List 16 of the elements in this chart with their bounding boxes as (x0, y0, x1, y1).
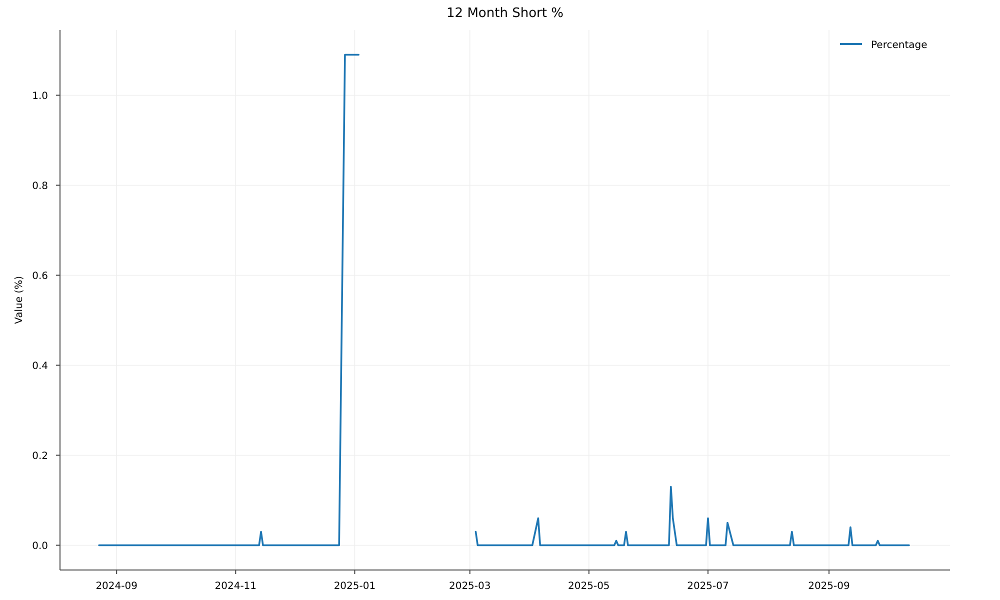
y-tick-label: 0.2 (32, 450, 48, 462)
x-tick-label: 2025-07 (687, 581, 729, 592)
y-tick-label: 0.6 (32, 270, 48, 282)
x-tick-label: 2025-09 (808, 581, 850, 592)
y-axis-title: Value (%) (14, 276, 25, 324)
legend-label: Percentage (871, 40, 928, 51)
y-tick-label: 0.4 (32, 360, 48, 372)
x-tick-label: 2024-09 (96, 581, 138, 592)
y-tick-label: 1.0 (32, 90, 48, 102)
y-tick-label: 0.0 (32, 540, 48, 552)
chart-title: 12 Month Short % (446, 6, 564, 21)
x-tick-label: 2025-01 (334, 581, 376, 592)
x-tick-label: 2025-05 (568, 581, 610, 592)
x-tick-label: 2024-11 (214, 581, 257, 592)
x-tick-label: 2025-03 (448, 581, 491, 592)
y-tick-label: 0.8 (32, 180, 48, 192)
